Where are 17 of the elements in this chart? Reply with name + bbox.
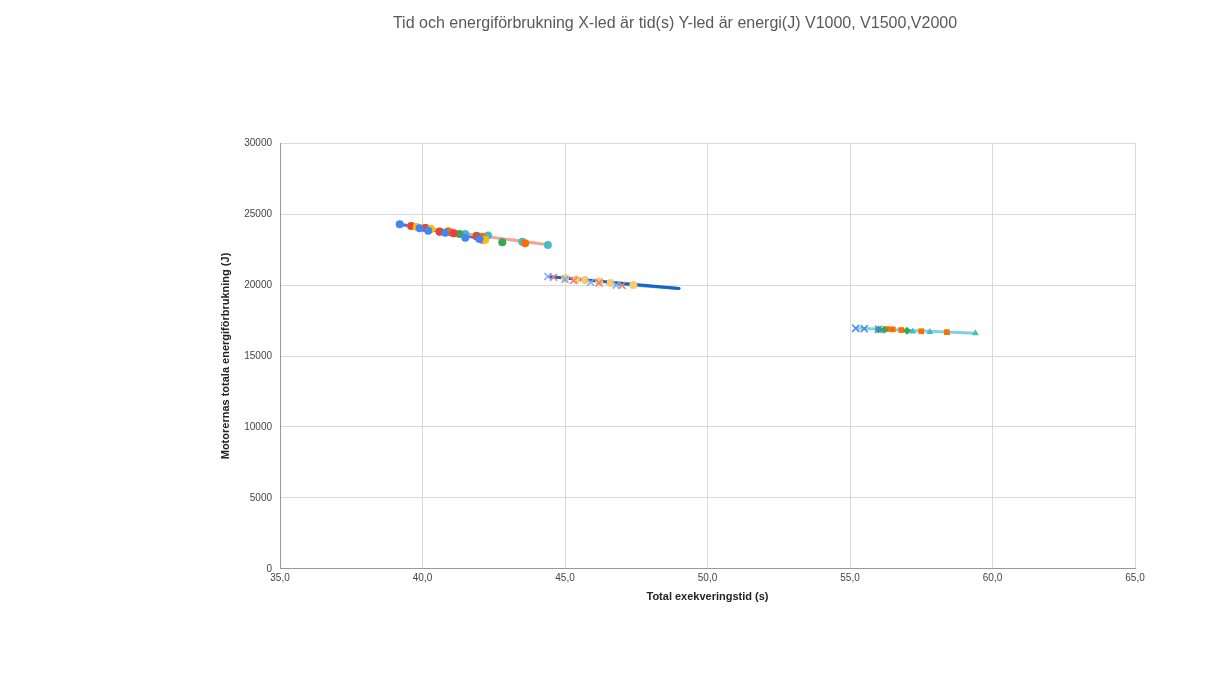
y-tick-label: 15000 xyxy=(244,349,273,361)
x-tick-label: 55,0 xyxy=(840,571,861,583)
x-tick-label: 45,0 xyxy=(555,571,576,583)
x-tick-label: 60,0 xyxy=(982,571,1003,583)
x-tick-label: 50,0 xyxy=(697,571,718,583)
chart-title: Tid och energiförbrukning X-led är tid(s) Y-led är energi(J) V1000, V1500,V2000 xyxy=(392,14,958,32)
y-axis-title: Motorernas totala energiförbrukning (J) xyxy=(218,252,231,460)
y-tick-label: 10000 xyxy=(244,420,273,432)
x-tick-label: 65,0 xyxy=(1125,571,1146,583)
y-tick-label: 30000 xyxy=(244,136,273,148)
y-tick-label: 25000 xyxy=(244,207,273,219)
y-tick-label: 5000 xyxy=(249,491,273,503)
x-tick-label: 40,0 xyxy=(412,571,433,583)
x-axis-title: Total exekveringstid (s) xyxy=(646,590,769,603)
y-tick-label: 20000 xyxy=(244,278,273,290)
x-tick-label: 35,0 xyxy=(270,571,291,583)
y-tick-label: 0 xyxy=(266,562,273,574)
